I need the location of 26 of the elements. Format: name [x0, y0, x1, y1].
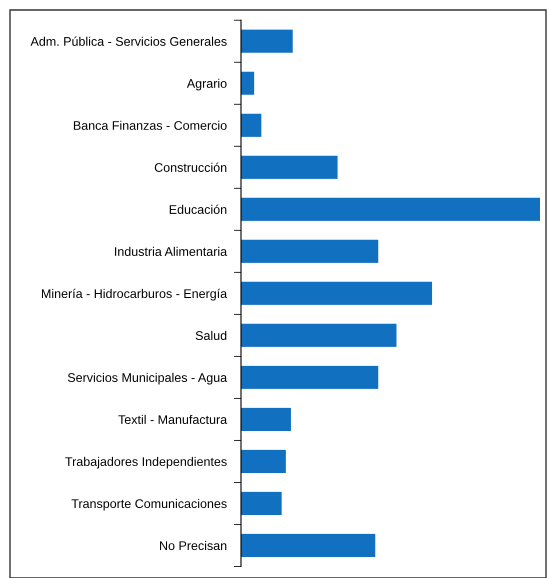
y-tick-label: Agrario [186, 78, 227, 90]
bar [241, 324, 396, 347]
y-tick-label: Construcción [154, 162, 226, 172]
y-tick-label: Banca Finanzas - Comercio [74, 120, 227, 130]
bar [241, 492, 282, 515]
y-tick-label: Industria Alimentaria [115, 246, 228, 256]
y-tick-label: Transporte Comunicaciones [72, 498, 227, 511]
bar [241, 156, 338, 179]
bar [241, 198, 540, 221]
bar [241, 534, 376, 557]
y-tick-label: No Precisan [160, 540, 226, 550]
y-tick-label: Textil - Manufactura [118, 414, 228, 424]
bar [241, 240, 378, 263]
y-tick-label: Educación [170, 204, 226, 214]
bar [241, 282, 432, 305]
bar [241, 30, 293, 53]
bar [241, 114, 262, 137]
bar [241, 450, 286, 473]
y-tick-label: Minería - Hidrocarburos - Energía [42, 288, 228, 301]
bar [241, 366, 378, 389]
y-tick-label: Trabajadores Independientes [65, 456, 227, 469]
bar [241, 408, 291, 431]
y-tick-label: Servicios Municipales - Agua [68, 372, 228, 384]
y-tick-label: Adm. Pública - Servicios Generales [30, 36, 227, 46]
bar [241, 72, 254, 95]
y-tick-label: Salud [196, 330, 226, 340]
